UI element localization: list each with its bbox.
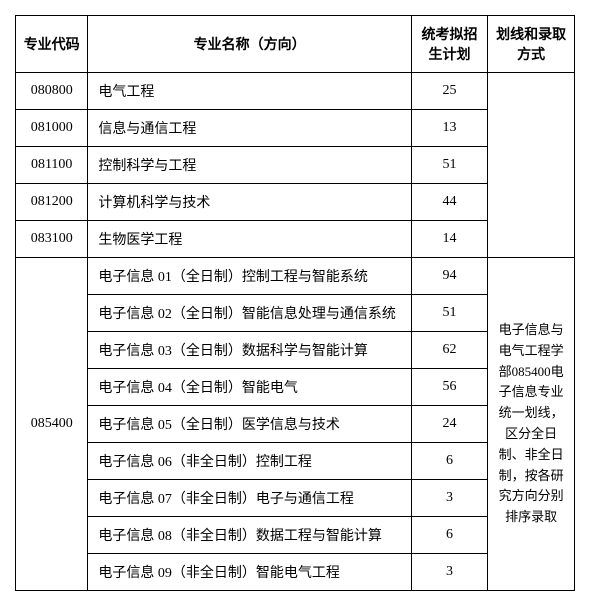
header-note: 划线和录取方式	[488, 16, 575, 73]
plan-cell: 3	[411, 480, 487, 517]
plan-cell: 56	[411, 369, 487, 406]
header-name: 专业名称（方向）	[88, 16, 411, 73]
plan-cell: 6	[411, 443, 487, 480]
code-cell: 085400	[16, 258, 88, 591]
plan-cell: 3	[411, 554, 487, 591]
name-cell: 生物医学工程	[88, 221, 411, 258]
plan-cell: 6	[411, 517, 487, 554]
plan-cell: 14	[411, 221, 487, 258]
plan-cell: 13	[411, 110, 487, 147]
header-code: 专业代码	[16, 16, 88, 73]
name-cell: 信息与通信工程	[88, 110, 411, 147]
admissions-table: 专业代码 专业名称（方向） 统考拟招生计划 划线和录取方式 080800 电气工…	[15, 15, 575, 591]
plan-cell: 25	[411, 73, 487, 110]
name-cell: 电子信息 08（非全日制）数据工程与智能计算	[88, 517, 411, 554]
name-cell: 电子信息 04（全日制）智能电气	[88, 369, 411, 406]
name-cell: 电子信息 07（非全日制）电子与通信工程	[88, 480, 411, 517]
code-cell: 080800	[16, 73, 88, 110]
code-cell: 083100	[16, 221, 88, 258]
plan-cell: 62	[411, 332, 487, 369]
table-row: 085400 电子信息 01（全日制）控制工程与智能系统 94 电子信息与电气工…	[16, 258, 575, 295]
plan-cell: 44	[411, 184, 487, 221]
code-cell: 081200	[16, 184, 88, 221]
name-cell: 电子信息 09（非全日制）智能电气工程	[88, 554, 411, 591]
name-cell: 电子信息 06（非全日制）控制工程	[88, 443, 411, 480]
header-row: 专业代码 专业名称（方向） 统考拟招生计划 划线和录取方式	[16, 16, 575, 73]
note-cell-empty	[488, 73, 575, 258]
plan-cell: 24	[411, 406, 487, 443]
note-cell: 电子信息与电气工程学部085400电子信息专业统一划线，区分全日制、非全日制，按…	[488, 258, 575, 591]
table-row: 080800 电气工程 25	[16, 73, 575, 110]
header-plan: 统考拟招生计划	[411, 16, 487, 73]
name-cell: 控制科学与工程	[88, 147, 411, 184]
plan-cell: 94	[411, 258, 487, 295]
name-cell: 电子信息 02（全日制）智能信息处理与通信系统	[88, 295, 411, 332]
name-cell: 电子信息 01（全日制）控制工程与智能系统	[88, 258, 411, 295]
name-cell: 电子信息 05（全日制）医学信息与技术	[88, 406, 411, 443]
plan-cell: 51	[411, 147, 487, 184]
name-cell: 电子信息 03（全日制）数据科学与智能计算	[88, 332, 411, 369]
code-cell: 081000	[16, 110, 88, 147]
name-cell: 计算机科学与技术	[88, 184, 411, 221]
name-cell: 电气工程	[88, 73, 411, 110]
code-cell: 081100	[16, 147, 88, 184]
plan-cell: 51	[411, 295, 487, 332]
